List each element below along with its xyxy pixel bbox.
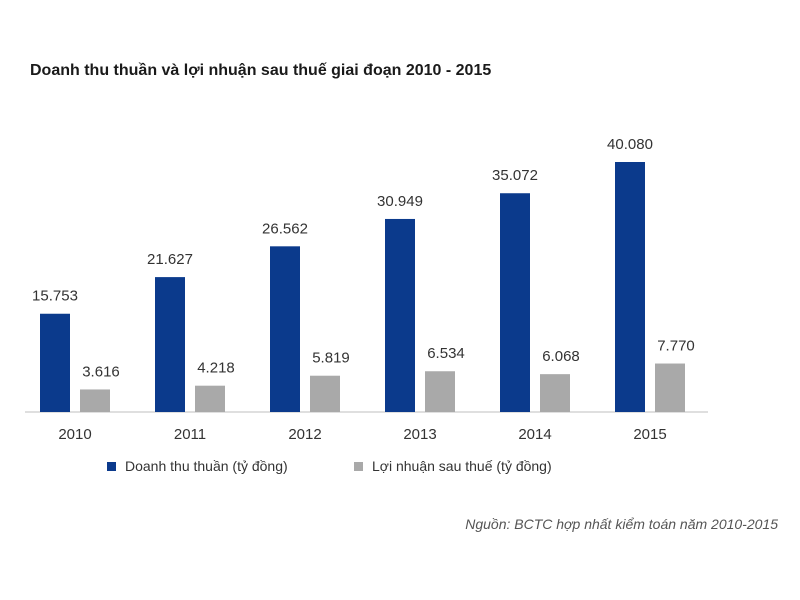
data-label-profit-2010: 3.616: [82, 363, 120, 380]
data-label-profit-2013: 6.534: [427, 345, 465, 362]
legend-swatch-revenue: [107, 462, 116, 471]
legend-label-revenue: Doanh thu thuần (tỷ đồng): [125, 458, 288, 474]
data-label-revenue-2011: 21.627: [147, 251, 193, 268]
data-label-revenue-2010: 15.753: [32, 288, 78, 305]
chart-source: Nguồn: BCTC hợp nhất kiểm toán năm 2010-…: [465, 516, 778, 532]
x-tick-label-2011: 2011: [174, 426, 206, 443]
chart-title: Doanh thu thuần và lợi nhuận sau thuế gi…: [30, 62, 492, 79]
legend-swatch-profit: [354, 462, 363, 471]
bar-revenue-2011: [155, 277, 185, 412]
bar-revenue-2010: [40, 313, 70, 412]
x-tick-label-2012: 2012: [288, 426, 321, 443]
legend-label-profit: Lợi nhuận sau thuế (tỷ đồng): [372, 458, 552, 474]
data-label-profit-2011: 4.218: [197, 360, 235, 377]
bar-profit-2015: [655, 363, 685, 412]
bar-profit-2014: [540, 374, 570, 412]
data-label-profit-2012: 5.819: [312, 350, 350, 367]
data-label-revenue-2012: 26.562: [262, 220, 308, 237]
x-tick-label-2014: 2014: [518, 426, 551, 443]
data-label-profit-2014: 6.068: [542, 348, 580, 365]
x-tick-label-2013: 2013: [403, 426, 436, 443]
bar-profit-2013: [425, 371, 455, 412]
bar-profit-2011: [195, 385, 225, 412]
bar-revenue-2012: [270, 246, 300, 412]
x-tick-label-2010: 2010: [58, 426, 91, 443]
x-tick-label-2015: 2015: [633, 426, 666, 443]
bar-revenue-2013: [385, 218, 415, 412]
data-label-profit-2015: 7.770: [657, 338, 695, 355]
bar-profit-2010: [80, 389, 110, 412]
bar-revenue-2014: [500, 193, 530, 412]
bar-profit-2012: [310, 375, 340, 412]
data-label-revenue-2015: 40.080: [607, 136, 653, 153]
bar-revenue-2015: [615, 162, 645, 412]
data-label-revenue-2013: 30.949: [377, 193, 423, 210]
data-label-revenue-2014: 35.072: [492, 167, 538, 184]
